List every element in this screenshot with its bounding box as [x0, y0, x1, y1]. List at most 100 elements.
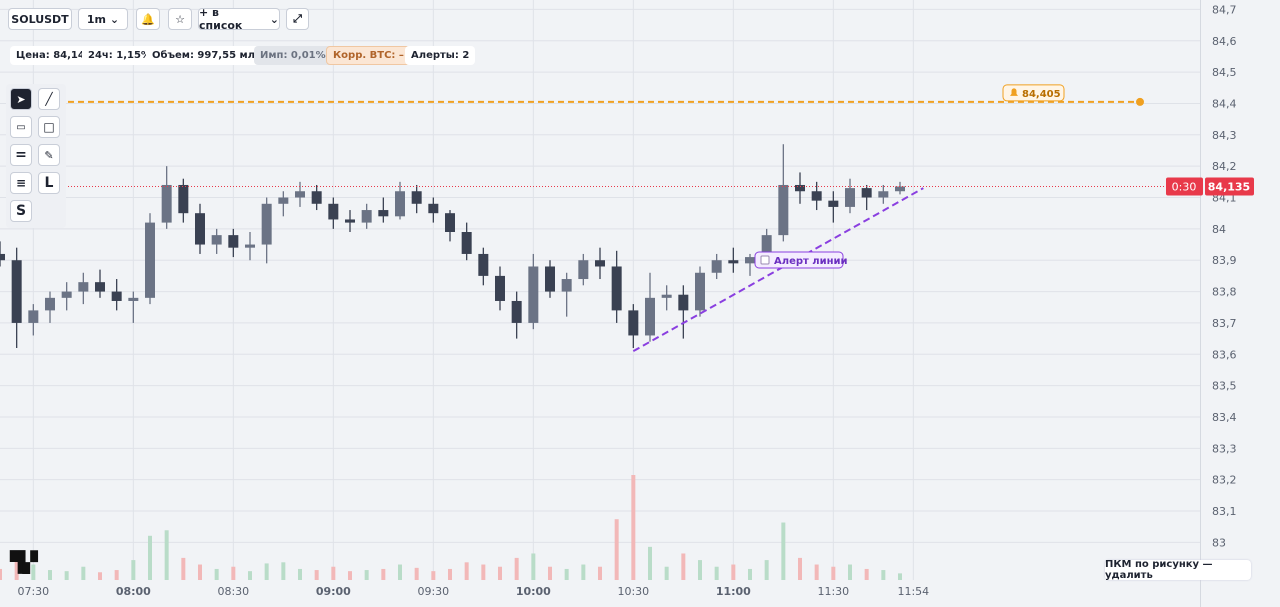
volume-bar [664, 566, 669, 580]
x-tick-label: 11:30 [817, 585, 849, 598]
l-tool[interactable]: L [38, 172, 60, 194]
alert-label: 84,405 [1022, 89, 1061, 100]
volume-bar [298, 568, 302, 580]
candle-body [745, 257, 755, 264]
ruler-tool[interactable]: ▭ [10, 116, 32, 138]
candle-body [811, 191, 822, 201]
stat-chip: Имп: 0,01% [254, 46, 332, 65]
watchlist: + в список [199, 6, 243, 32]
stat-chip: Алерты: 2 [405, 46, 476, 65]
volume-bar [131, 560, 136, 580]
stat-chip: Объем: 997,55 млн [146, 46, 268, 65]
volume-bar [81, 566, 86, 580]
volume-bar [148, 535, 152, 580]
volume-bar [548, 566, 552, 580]
candle-body [645, 297, 655, 336]
candle-body [878, 191, 889, 198]
candle-body [728, 260, 739, 264]
fullscreen-button[interactable]: ⤢ [286, 8, 309, 30]
stat-chip: Корр. BTC: – [326, 46, 411, 65]
x-tick-label: 08:30 [217, 585, 249, 598]
candle-body [178, 184, 189, 214]
last-price-label: 84,135 [1208, 181, 1250, 194]
candle-body [11, 260, 22, 323]
candle-body [778, 184, 789, 236]
volume-bar [414, 567, 419, 580]
pencil-tool[interactable]: ✎ [38, 144, 60, 166]
candle-body [278, 197, 289, 204]
volume-bar [631, 475, 636, 580]
candle-body [411, 191, 422, 204]
line-tool[interactable]: ╱ [38, 88, 60, 110]
y-tick-label: 84,7 [1212, 3, 1237, 16]
volume-bar [0, 568, 2, 580]
volume-bar [64, 571, 69, 580]
candle-body [0, 253, 5, 261]
candle-body [611, 266, 622, 311]
y-tick-label: 84,2 [1212, 160, 1237, 173]
volume-bar [164, 530, 169, 580]
cursor-tool[interactable]: ➤ [10, 88, 32, 110]
volume-bar [31, 564, 36, 580]
volume-bar [698, 560, 702, 580]
drawing-tools: ➤ ╱ ▭ □ = ✎ ≡ L S [6, 84, 66, 228]
candle-body [661, 294, 672, 298]
candle-body [761, 235, 772, 258]
favorite-button[interactable]: ☆ [168, 8, 192, 30]
y-tick-label: 83,7 [1212, 317, 1237, 330]
y-tick-label: 84,3 [1212, 129, 1237, 142]
alert-button[interactable]: 🔔 [136, 8, 160, 30]
volume-bar [214, 568, 219, 580]
volume-bar [881, 570, 886, 580]
volume-bar [48, 570, 52, 580]
y-tick-label: 84,5 [1212, 66, 1237, 79]
volume-bar [681, 553, 686, 580]
x-tick-label: 11:54 [897, 585, 929, 598]
volume-bar [14, 552, 19, 580]
candle-body [211, 235, 222, 245]
s-tool[interactable]: S [10, 200, 32, 222]
volume-bar [564, 568, 569, 580]
plot-area [0, 0, 1200, 580]
candle-body [428, 203, 439, 214]
volume-bar [848, 564, 852, 580]
watchlist-select[interactable]: + в список ⌄ [198, 6, 280, 32]
interval-select[interactable]: 1m ⌄ [78, 8, 128, 30]
symbol-button[interactable]: SOLUSDT [8, 8, 72, 30]
volume-bar [781, 522, 786, 580]
alert-handle [1136, 97, 1144, 106]
x-tick-label: 08:00 [116, 585, 151, 598]
x-tick-label: 09:00 [316, 585, 351, 598]
y-tick-label: 83,4 [1212, 411, 1237, 424]
y-tick-label: 83,1 [1212, 505, 1237, 518]
volume-bar [614, 519, 619, 580]
rect-tool[interactable]: □ [38, 116, 60, 138]
x-tick-label: 10:00 [516, 585, 551, 598]
candle-body [678, 294, 689, 311]
candle-body [161, 184, 172, 223]
logo: ▜▞ [10, 550, 38, 574]
volume-bar [264, 563, 269, 580]
volume-bar [348, 571, 352, 580]
candle-body [311, 191, 322, 204]
candle-body [445, 213, 455, 232]
volume-bar [481, 564, 486, 580]
text-tool[interactable]: ≡ [10, 172, 32, 194]
stat-chip: 24ч: 1,15% [82, 46, 157, 65]
x-tick-label: 10:30 [617, 585, 649, 598]
interval: 1m [86, 12, 107, 26]
volume-bar [714, 566, 719, 580]
candle-body [78, 282, 89, 292]
candle-body [61, 291, 72, 298]
candle-body [828, 200, 839, 207]
volume-bar [364, 570, 369, 580]
volume-bar [831, 566, 836, 580]
countdown: 0:30 [1172, 181, 1197, 194]
volume-bar [764, 560, 769, 580]
candle-body [378, 210, 389, 217]
hline-tool[interactable]: = [10, 144, 32, 166]
x-tick-label: 07:30 [17, 585, 49, 598]
candle-body [128, 297, 139, 301]
